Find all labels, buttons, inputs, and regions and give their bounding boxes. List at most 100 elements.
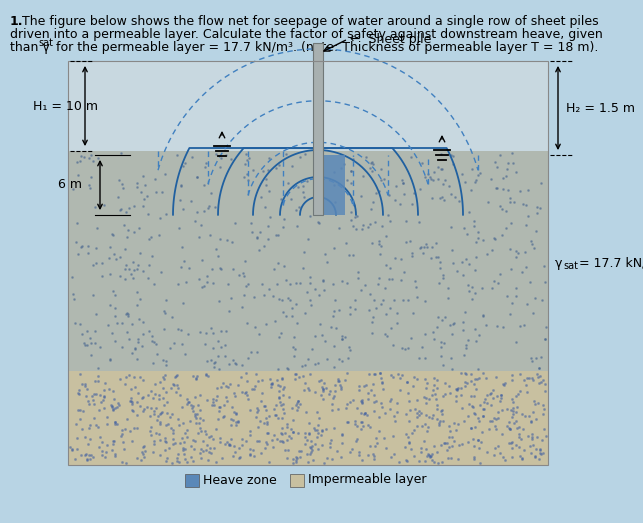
Point xyxy=(381,232,391,240)
Point xyxy=(478,398,489,406)
Point xyxy=(396,276,406,284)
Point xyxy=(151,340,161,348)
Point xyxy=(292,454,302,462)
Point xyxy=(394,457,404,465)
Point xyxy=(140,442,150,450)
Point xyxy=(215,154,226,163)
Point xyxy=(298,372,308,380)
Point xyxy=(406,429,417,437)
Point xyxy=(330,198,340,206)
Point xyxy=(305,444,316,452)
Point xyxy=(138,376,148,384)
Point xyxy=(179,454,190,463)
Point xyxy=(107,446,117,454)
Point xyxy=(71,420,81,428)
Point xyxy=(269,411,280,419)
Point xyxy=(84,397,94,405)
Point xyxy=(527,441,538,450)
Point xyxy=(165,344,175,352)
Point xyxy=(351,437,361,445)
Point xyxy=(241,282,251,290)
Point xyxy=(129,202,139,211)
Point xyxy=(419,297,430,305)
Point xyxy=(127,400,138,408)
Point xyxy=(213,336,223,345)
Point xyxy=(402,378,412,386)
Point xyxy=(183,400,193,408)
Point xyxy=(183,330,193,338)
Point xyxy=(329,363,339,371)
Point xyxy=(68,185,78,194)
Point xyxy=(469,217,480,225)
Point xyxy=(177,339,187,348)
Point xyxy=(173,280,183,288)
Point xyxy=(287,162,298,170)
Point xyxy=(325,436,336,444)
Point xyxy=(376,374,386,382)
Point xyxy=(205,444,215,452)
Point xyxy=(436,441,446,449)
Point xyxy=(421,427,431,436)
Point xyxy=(298,182,308,190)
Point xyxy=(415,244,425,252)
Point xyxy=(185,197,195,205)
Point xyxy=(502,292,512,301)
Point xyxy=(274,394,284,402)
Point xyxy=(194,233,204,242)
Point xyxy=(75,405,86,414)
Point xyxy=(245,430,255,439)
Point xyxy=(93,423,103,431)
Point xyxy=(341,175,352,184)
Point xyxy=(478,369,488,378)
Point xyxy=(100,452,111,461)
Point xyxy=(418,249,428,258)
Point xyxy=(367,380,377,388)
Point xyxy=(107,440,118,448)
Point xyxy=(330,381,340,389)
Point xyxy=(356,425,367,433)
Point xyxy=(420,354,430,362)
Point xyxy=(149,437,159,445)
Point xyxy=(89,400,99,408)
Point xyxy=(77,425,87,433)
Point xyxy=(353,268,363,276)
Point xyxy=(183,264,194,272)
Point xyxy=(115,271,125,280)
Point xyxy=(497,430,507,438)
Point xyxy=(498,174,509,182)
Point xyxy=(305,450,315,458)
Point xyxy=(275,398,285,406)
Point xyxy=(125,427,136,436)
Point xyxy=(86,151,96,160)
Point xyxy=(208,358,219,367)
Point xyxy=(346,216,356,224)
Point xyxy=(381,261,392,269)
Point xyxy=(498,452,508,461)
Point xyxy=(490,235,500,243)
Point xyxy=(203,204,213,212)
Point xyxy=(466,186,476,195)
Point xyxy=(369,406,379,415)
Point xyxy=(94,444,104,452)
Point xyxy=(209,401,219,410)
Point xyxy=(222,236,232,245)
Point xyxy=(138,453,149,461)
Point xyxy=(428,176,438,184)
Point xyxy=(123,310,133,319)
Point xyxy=(474,417,484,425)
Point xyxy=(350,295,360,304)
Point xyxy=(273,365,283,373)
Point xyxy=(125,396,136,405)
Point xyxy=(298,193,309,201)
Point xyxy=(215,235,225,243)
Point xyxy=(329,243,339,252)
Point xyxy=(377,402,387,411)
Point xyxy=(490,422,500,430)
Point xyxy=(77,330,87,338)
Point xyxy=(155,378,165,386)
Point xyxy=(84,424,94,432)
Point xyxy=(313,445,323,453)
Point xyxy=(306,301,316,310)
Point xyxy=(422,243,432,252)
Point xyxy=(469,374,480,383)
